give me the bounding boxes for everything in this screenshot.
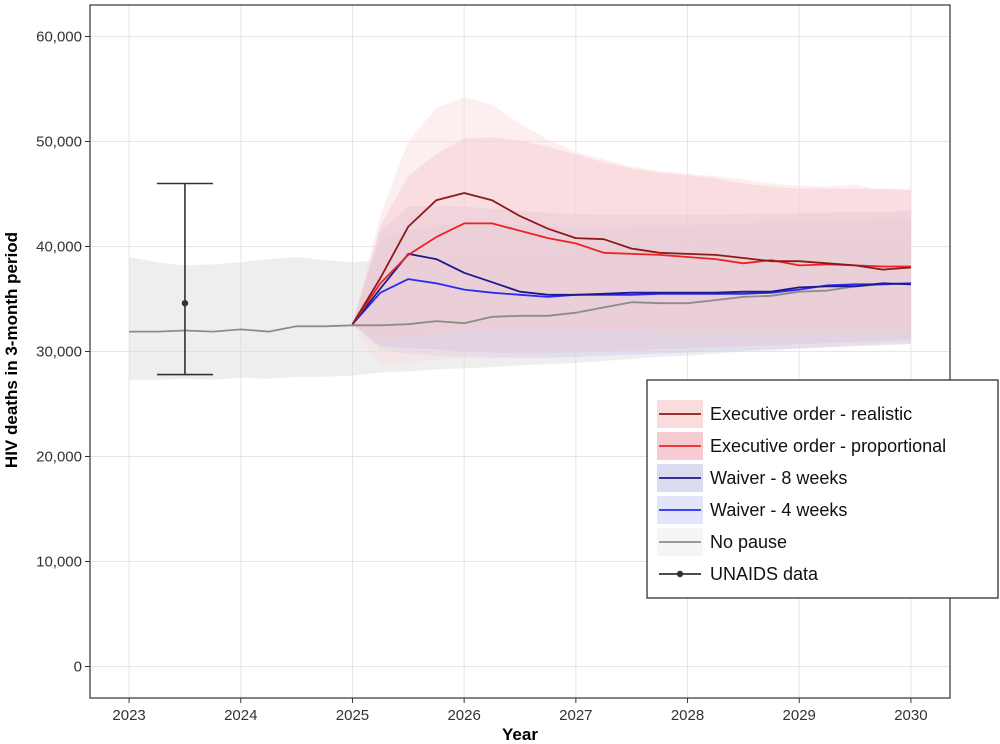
band-waiver-4-weeks <box>352 217 911 358</box>
legend: Executive order - realistic Executive ord… <box>646 379 999 599</box>
x-tick-label: 2030 <box>894 707 927 724</box>
x-axis-ticks: 2023 2024 2025 2026 2027 2028 2029 2030 <box>112 698 928 724</box>
y-tick-label: 30,000 <box>36 344 82 361</box>
y-tick-label: 10,000 <box>36 554 82 571</box>
y-axis-title: HIV deaths in 3-month period <box>2 232 21 468</box>
confidence-bands <box>129 97 911 380</box>
legend-key-executive-order-realistic <box>657 400 703 428</box>
legend-label: Executive order - realistic <box>710 404 912 424</box>
x-axis-title: Year <box>502 725 538 744</box>
series-lines <box>129 192 911 333</box>
x-tick-label: 2024 <box>224 707 257 724</box>
y-tick-label: 60,000 <box>36 29 82 46</box>
unaids-error-bar <box>156 182 213 376</box>
band-executive-order-realistic <box>352 97 911 367</box>
legend-key-waiver-8-weeks <box>657 464 703 492</box>
legend-key-unaids-data <box>657 560 703 588</box>
y-tick-label: 0 <box>74 659 82 676</box>
legend-marker <box>676 570 684 578</box>
y-axis-ticks: 0 10,000 20,000 30,000 40,000 50,000 60,000 <box>36 29 90 676</box>
legend-label: Executive order - proportional <box>710 436 946 456</box>
line-executive-order-realistic <box>351 192 911 325</box>
legend-label: UNAIDS data <box>710 564 819 584</box>
band-executive-order-proportional <box>352 137 911 341</box>
legend-key-waiver-4-weeks <box>657 496 703 524</box>
unaids-point <box>181 300 189 307</box>
line-no-pause <box>129 282 911 333</box>
legend-label: Waiver - 8 weeks <box>710 468 847 488</box>
legend-label: Waiver - 4 weeks <box>710 500 847 520</box>
legend-label: No pause <box>710 532 787 552</box>
y-tick-label: 20,000 <box>36 449 82 466</box>
x-tick-label: 2027 <box>559 707 592 724</box>
y-tick-label: 40,000 <box>36 239 82 256</box>
legend-key-executive-order-proportional <box>657 432 703 460</box>
legend-key-no-pause <box>657 528 703 556</box>
line-waiver-8-weeks <box>351 252 911 325</box>
legend-box <box>646 379 999 599</box>
line-executive-order-proportional <box>351 222 911 325</box>
x-tick-label: 2026 <box>447 707 480 724</box>
x-tick-label: 2029 <box>783 707 816 724</box>
x-tick-label: 2025 <box>336 707 369 724</box>
x-tick-label: 2023 <box>112 707 145 724</box>
band-no-pause <box>129 233 911 380</box>
y-tick-label: 50,000 <box>36 134 82 151</box>
x-tick-label: 2028 <box>671 707 704 724</box>
